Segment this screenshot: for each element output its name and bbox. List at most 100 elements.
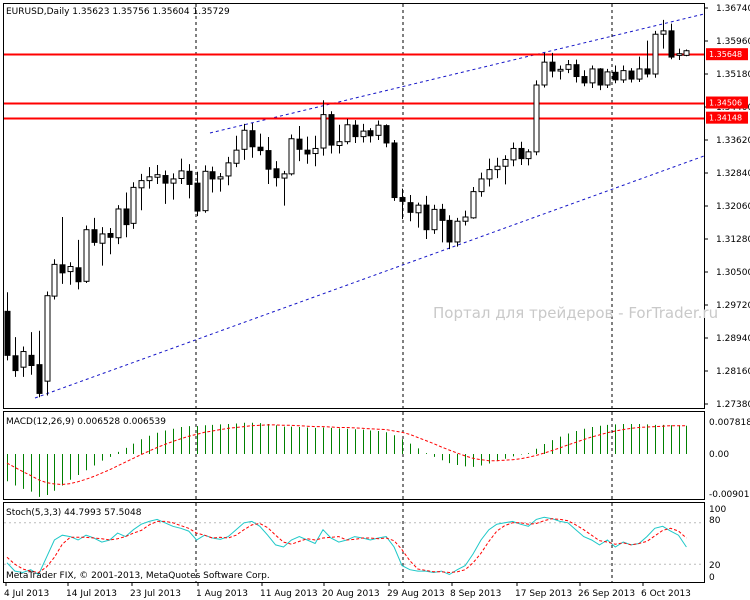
price-label: 1.35960 (716, 37, 750, 47)
candle-bullish (683, 50, 690, 56)
trend-line-upper (209, 13, 705, 134)
candle-bearish (423, 204, 430, 231)
candle-bullish (415, 204, 422, 214)
candle-bearish (12, 355, 19, 372)
candle-bearish (209, 171, 216, 180)
candle-bullish (320, 114, 327, 149)
candle-bullish (344, 124, 351, 143)
candle-bullish (241, 129, 248, 150)
date-label: 6 Oct 2013 (641, 589, 691, 599)
macd-signal-line (6, 424, 687, 486)
candle-bearish (407, 202, 414, 213)
candle-bearish (644, 68, 651, 75)
macd-label-bottom: -0.009015 (709, 490, 750, 500)
price-tag-label: 1.34148 (709, 114, 742, 123)
candle-bearish (581, 76, 588, 84)
price-tag-label: 1.35648 (709, 50, 742, 59)
candle-bullish (360, 130, 367, 138)
candle-bullish (494, 165, 501, 171)
candle-bearish (59, 264, 66, 274)
stoch-label-100: 100 (709, 505, 726, 515)
candle-bearish (194, 182, 201, 212)
price-label: 1.30500 (716, 268, 750, 278)
stoch-frame (3, 502, 705, 583)
price-tag (706, 111, 748, 124)
price-label: 1.36740 (716, 4, 750, 14)
stoch-main-line (6, 516, 687, 576)
candle-bullish (67, 266, 74, 273)
macd-label-zero: 0.00 (709, 450, 729, 460)
candle-bullish (660, 30, 667, 35)
macd-frame (3, 411, 705, 500)
candle-bullish (281, 173, 288, 179)
date-label: 17 Sep 2013 (515, 589, 572, 599)
candle-bullish (375, 124, 382, 136)
candle-bullish (620, 70, 627, 81)
date-label: 14 Jul 2013 (66, 589, 117, 599)
candle-bullish (336, 141, 343, 146)
macd-label-top: 0.007818 (709, 418, 750, 428)
stoch-label-0: 0 (709, 573, 715, 583)
candle-bullish (115, 208, 122, 239)
candle-bullish (217, 176, 224, 180)
candle-bearish (597, 68, 604, 86)
price-label: 1.28160 (716, 367, 750, 377)
candle-bullish (83, 229, 90, 282)
candle-bearish (28, 354, 35, 367)
price-tag (706, 48, 748, 61)
date-label: 29 Aug 2013 (387, 589, 445, 599)
watermark-text: Портал для трейдеров - ForTrader.ru (433, 304, 718, 322)
price-tag (706, 96, 748, 109)
stoch-signal-line (6, 518, 687, 574)
price-label: 1.29720 (716, 301, 750, 311)
candle-bullish (130, 186, 137, 224)
main-chart-frame (3, 3, 705, 409)
copyright-text: MetaTrader FIX, © 2001-2013, MetaQuotes … (6, 571, 270, 581)
candle-bullish (565, 64, 572, 70)
candle-bullish (557, 68, 564, 72)
candle-bullish (138, 180, 145, 189)
price-label: 1.32060 (716, 202, 750, 212)
date-label: 11 Aug 2013 (260, 589, 318, 599)
candle-bullish (541, 61, 548, 86)
candle-bearish (257, 146, 264, 152)
price-label: 1.35180 (716, 70, 750, 80)
date-label: 26 Sep 2013 (578, 589, 635, 599)
candle-bearish (162, 175, 169, 184)
candle-bearish (549, 61, 556, 72)
candle-bullish (288, 138, 295, 175)
candle-bullish (510, 147, 517, 161)
candle-bullish (51, 263, 58, 297)
candle-bullish (99, 233, 106, 244)
candle-bearish (383, 125, 390, 144)
candle-bullish (533, 84, 540, 153)
candle-bearish (75, 267, 82, 283)
candle-bullish (486, 169, 493, 180)
candle-bearish (249, 130, 256, 148)
candle-bullish (202, 170, 209, 212)
price-label: 1.28940 (716, 334, 750, 344)
candle-bearish (4, 310, 11, 356)
candle-bullish (470, 191, 477, 219)
candle-bullish (154, 174, 161, 178)
date-label: 8 Sep 2013 (450, 589, 501, 599)
candle-bearish (391, 142, 398, 199)
candle-bullish (233, 149, 240, 164)
candle-bullish (146, 176, 153, 182)
candle-bullish (652, 33, 659, 75)
date-label: 23 Jul 2013 (130, 589, 181, 599)
candle-bearish (518, 147, 525, 160)
candle-bearish (612, 71, 619, 81)
stoch-label-20: 20 (709, 561, 721, 571)
candle-bullish (454, 220, 461, 243)
candle-bullish (462, 216, 469, 222)
candle-bearish (186, 170, 193, 185)
candle-bullish (170, 178, 177, 184)
candle-bearish (107, 233, 114, 238)
date-label: 20 Aug 2013 (322, 589, 380, 599)
price-label: 1.33620 (716, 136, 750, 146)
candle-bearish (265, 150, 272, 170)
candle-bullish (604, 71, 611, 86)
candle-bullish (636, 68, 643, 80)
